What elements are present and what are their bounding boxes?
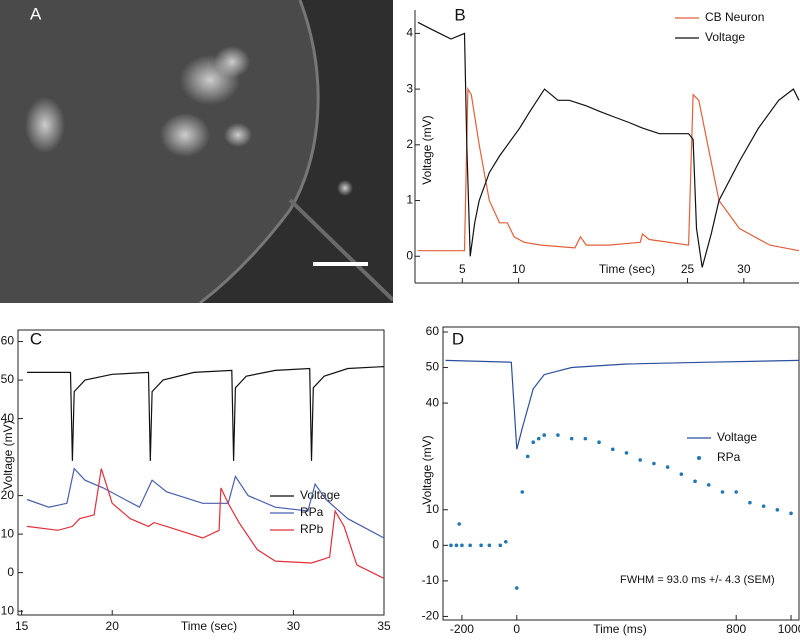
- data-point: [468, 543, 472, 548]
- panel-label: B: [454, 5, 465, 24]
- data-point: [748, 500, 752, 505]
- y-axis-label: Voltage (mV): [420, 115, 434, 184]
- x-tick-label: 25: [681, 262, 695, 276]
- x-tick-label: 15: [15, 619, 29, 633]
- data-point: [460, 543, 464, 548]
- y-tick-label: 50: [1, 372, 15, 386]
- legend-label: RPb: [300, 522, 324, 536]
- legend-label: CB Neuron: [705, 10, 764, 24]
- legend-label: RPa: [717, 450, 741, 464]
- data-point: [624, 451, 629, 455]
- y-tick-label: -10: [422, 573, 440, 587]
- legend-label: Voltage: [717, 430, 757, 444]
- data-point: [569, 436, 574, 441]
- x-axis-label: Time (sec): [599, 262, 655, 276]
- y-axis-label: Voltage (mV): [420, 435, 434, 504]
- series-line: [417, 21, 800, 268]
- panel-label: C: [30, 329, 42, 348]
- data-point: [536, 436, 541, 441]
- data-point: [775, 507, 780, 512]
- y-tick-label: -10: [0, 603, 14, 617]
- data-point: [531, 440, 536, 445]
- annotation: FWHM = 93.0 ms +/- 4.3 (SEM): [620, 574, 775, 586]
- legend-label: Voltage: [300, 488, 340, 502]
- data-point: [454, 543, 459, 548]
- y-tick-label: 10: [426, 502, 440, 516]
- x-tick-label: 35: [377, 619, 391, 633]
- panel-label: A: [30, 4, 42, 23]
- x-tick-label: -200: [450, 622, 474, 636]
- data-point: [720, 490, 725, 494]
- legend-label: Voltage: [705, 30, 745, 44]
- y-tick-label: 20: [1, 488, 15, 502]
- series-line: [417, 87, 800, 252]
- y-tick-label: 1: [406, 193, 413, 207]
- data-point: [652, 461, 656, 466]
- data-point: [504, 539, 508, 544]
- data-point: [610, 447, 615, 452]
- x-axis-label: Time (sec): [181, 619, 237, 633]
- data-point: [789, 511, 793, 516]
- y-tick-label: 10: [1, 526, 15, 540]
- data-point: [520, 490, 525, 494]
- y-tick-label: 2: [406, 137, 413, 151]
- data-point: [583, 436, 588, 441]
- x-axis-label: Time (ms): [593, 622, 647, 636]
- y-tick-label: 4: [406, 26, 413, 40]
- x-tick-label: 5: [459, 262, 466, 276]
- data-point: [457, 522, 461, 526]
- x-tick-label: 30: [737, 262, 751, 276]
- x-tick-label: 10: [512, 262, 526, 276]
- y-tick-label: 50: [426, 360, 440, 374]
- data-point: [449, 543, 453, 548]
- data-point: [734, 490, 738, 494]
- y-tick-label: 40: [426, 395, 440, 409]
- y-tick-label: 60: [1, 334, 15, 348]
- data-point: [706, 483, 711, 487]
- micrograph: A: [0, 0, 393, 303]
- data-point: [665, 465, 670, 469]
- legend-marker: [697, 456, 701, 460]
- y-tick-label: 3: [406, 81, 413, 95]
- x-tick-label: 0: [513, 622, 520, 636]
- series-line: [445, 359, 800, 450]
- y-tick-label: 0: [432, 537, 439, 551]
- data-point: [479, 543, 483, 548]
- x-tick-label: 800: [726, 622, 746, 636]
- data-point: [525, 454, 530, 459]
- data-point: [498, 543, 503, 548]
- y-tick-label: -20: [422, 609, 440, 623]
- plot-frame: [442, 326, 800, 621]
- data-point: [487, 543, 492, 548]
- panel-label: D: [452, 329, 464, 348]
- legend-label: RPa: [300, 505, 324, 519]
- series-line: [26, 467, 385, 539]
- plot-frame: [17, 329, 385, 616]
- x-tick-label: 30: [287, 619, 301, 633]
- y-tick-label: 0: [7, 565, 14, 579]
- data-point: [679, 472, 684, 477]
- y-tick-label: 60: [426, 324, 440, 338]
- y-tick-label: 40: [1, 411, 15, 425]
- x-tick-label: 1000: [778, 622, 800, 636]
- series-line: [27, 468, 385, 579]
- data-point: [514, 586, 519, 590]
- y-tick-label: 0: [406, 248, 413, 262]
- x-tick-label: 20: [106, 619, 120, 633]
- data-point: [542, 433, 547, 437]
- data-point: [638, 458, 642, 462]
- data-point: [693, 479, 697, 484]
- data-point: [597, 440, 601, 445]
- data-point: [761, 504, 766, 509]
- series-line: [27, 366, 385, 461]
- y-axis-label: Voltage (mV): [1, 420, 15, 489]
- data-point: [556, 433, 560, 437]
